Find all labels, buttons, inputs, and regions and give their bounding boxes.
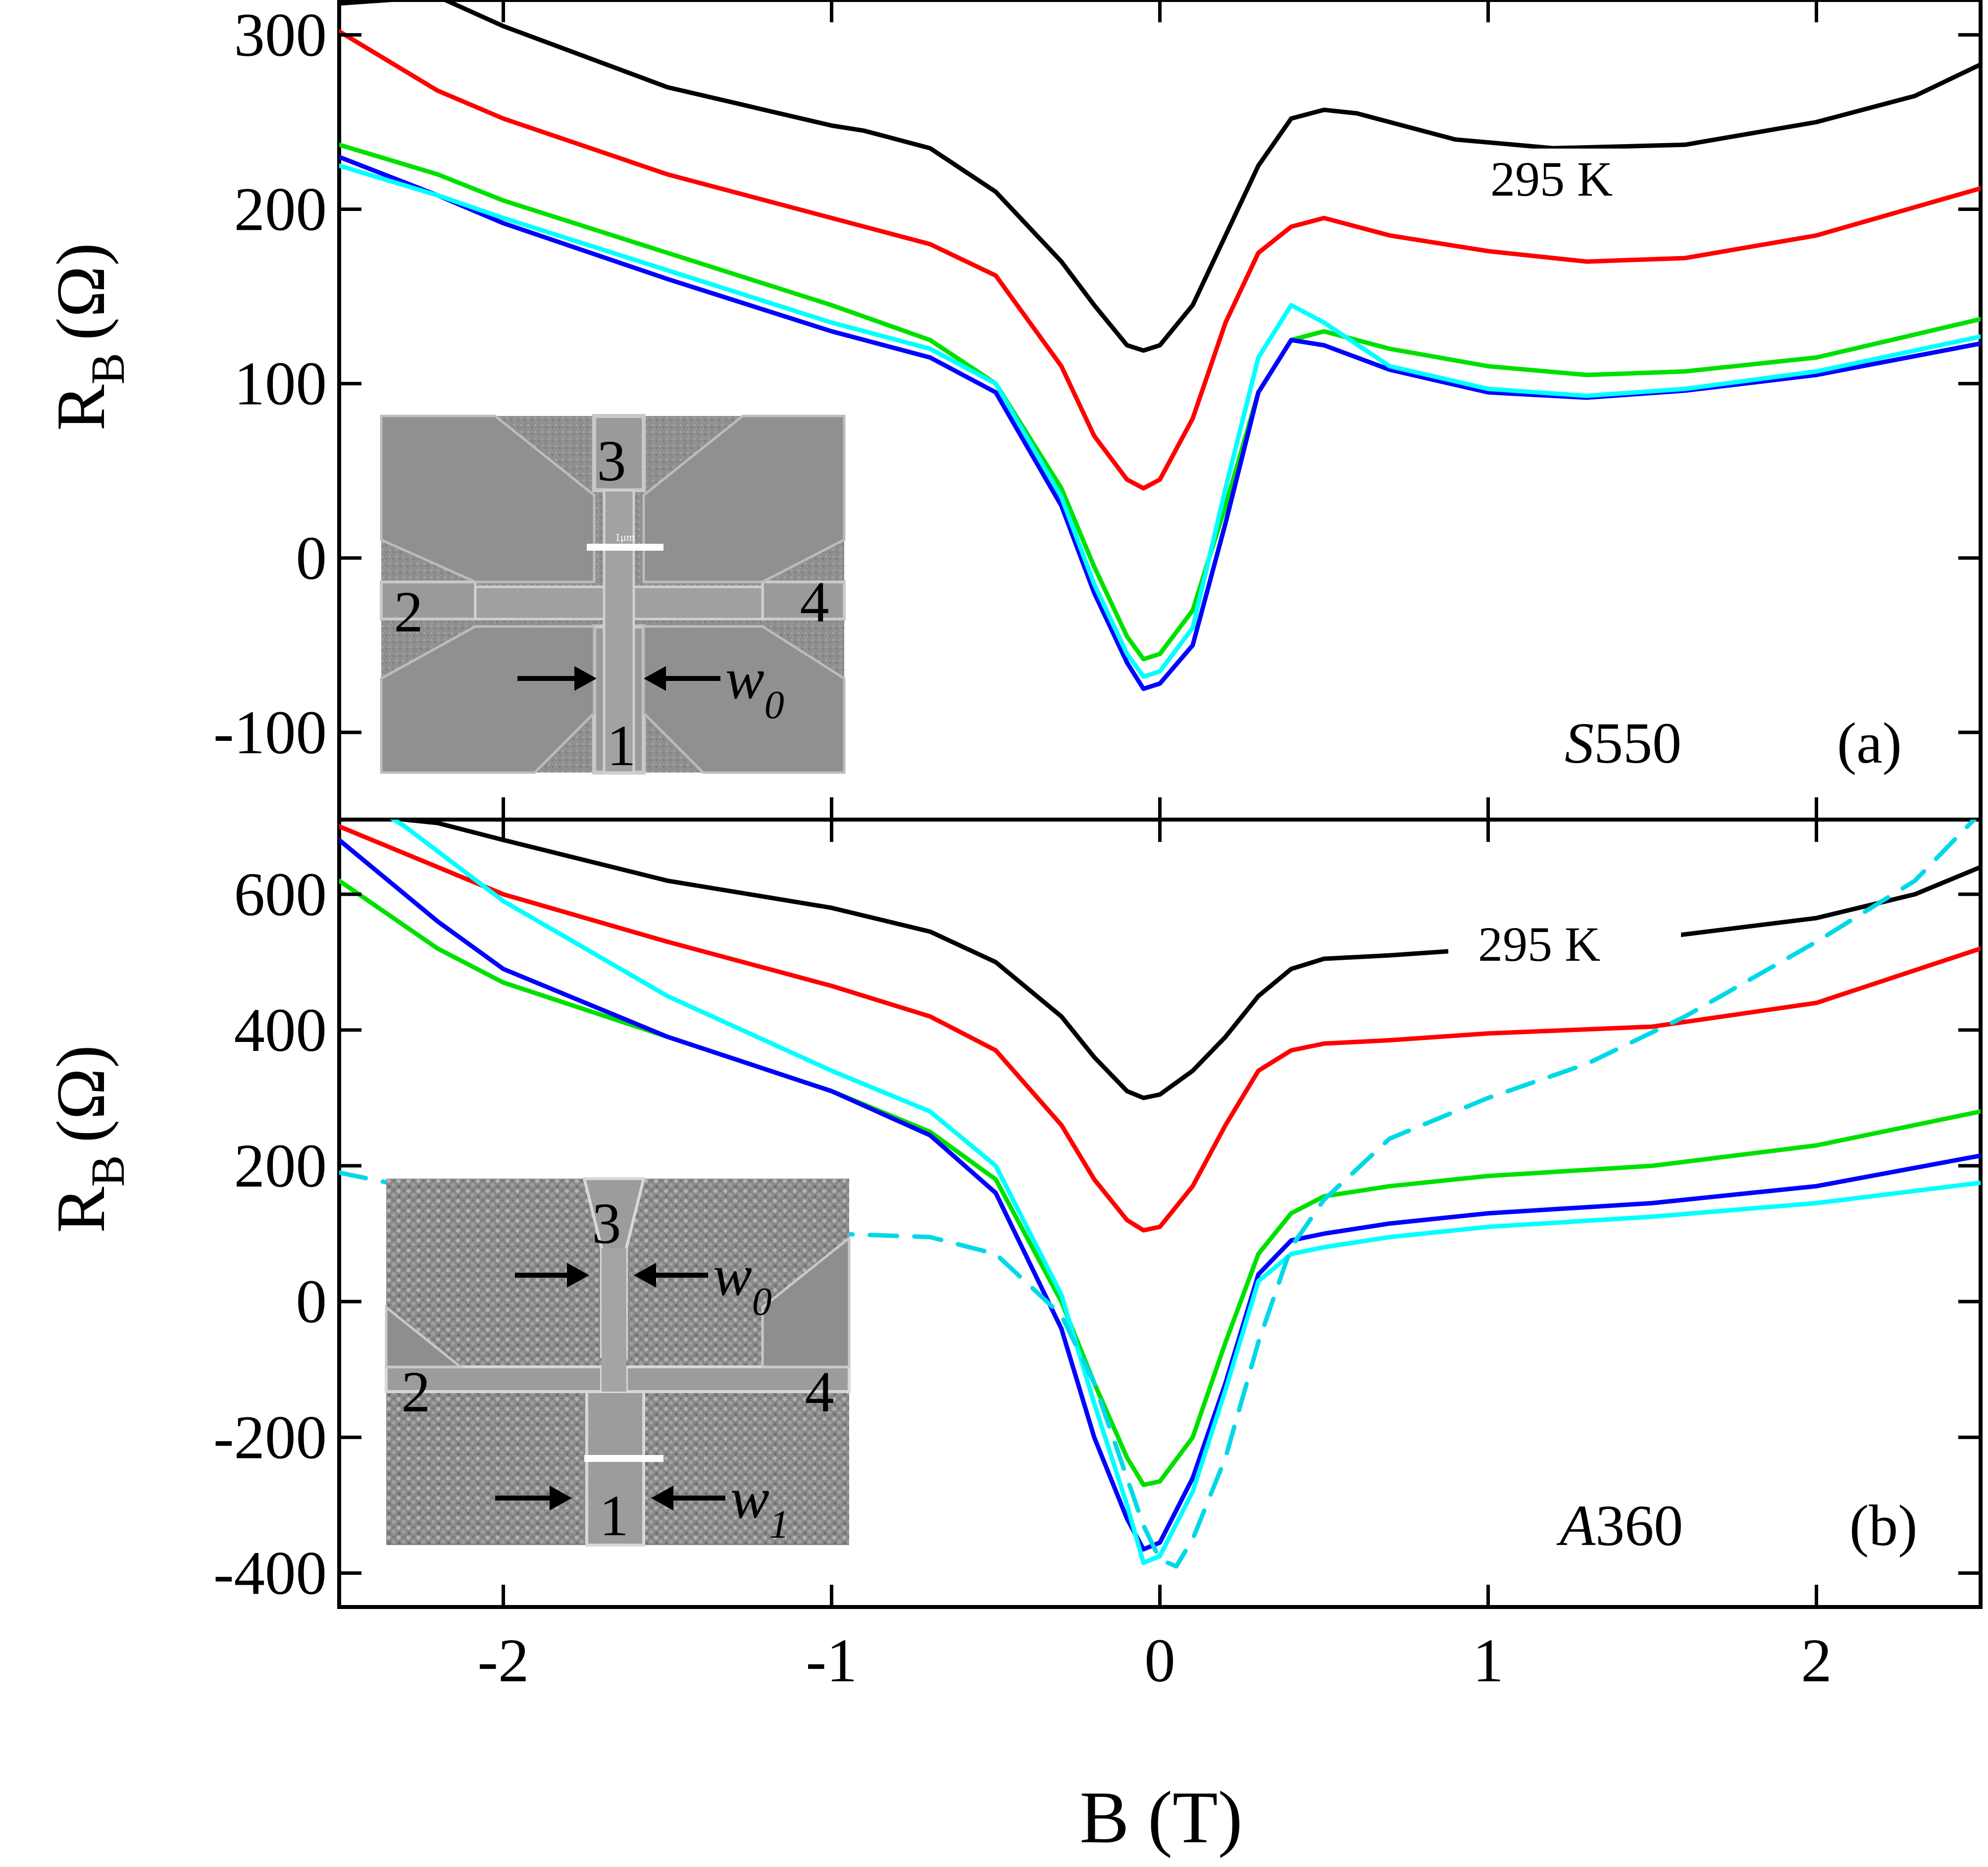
panel-a-series-295-k [339, 0, 1981, 353]
inset-b-label-3: 3 [592, 1191, 621, 1256]
panel-a-y-ticks: 300 200 100 0 -100 [213, 1, 1981, 767]
panel-a-ytick-label: 200 [234, 176, 327, 244]
x-tick-label: -2 [477, 1627, 529, 1695]
inset-a-width-label: w0 [725, 646, 784, 727]
panel-a-y-label: RB(Ω) [43, 243, 134, 431]
panel-a-annotation-bg [1456, 149, 1679, 210]
panel-a-series-cyan [339, 163, 1981, 679]
x-axis-title: B (T) [1079, 1776, 1242, 1859]
inset-b-label-2: 2 [402, 1359, 431, 1424]
inset-a-label-3: 3 [597, 428, 626, 493]
panel-a-x-ticks [502, 0, 1818, 820]
panel-b-annotation: 295 K [1478, 917, 1600, 972]
inset-b-w1-arrow-right-icon [651, 1486, 725, 1510]
inset-a-label-1: 1 [607, 713, 636, 778]
panel-b-series-cyan [389, 820, 1981, 1565]
panel-a-sample-label: S550 [1565, 711, 1682, 776]
panel-a-annotation: 295 K [1490, 152, 1613, 207]
inset-b-w1-arrow-left-icon [495, 1486, 572, 1510]
inset-a-label-4: 4 [800, 570, 829, 634]
x-tick-label: 1 [1473, 1627, 1504, 1695]
inset-a-scale-text: 1μm [615, 531, 635, 543]
panel-a-ytick-label: 0 [296, 524, 327, 593]
panel-a-ytick-label: -100 [213, 699, 327, 767]
panel-a-series-green [339, 142, 1981, 662]
panel-a-ytick-label: 100 [234, 350, 327, 418]
inset-a-cross [380, 414, 846, 775]
panel-b-ytick-label: -400 [213, 1539, 327, 1608]
panel-b-ytick-label: 400 [234, 996, 327, 1065]
inset-b-cross [385, 1177, 851, 1547]
inset-a-arrow-right-icon [644, 666, 720, 691]
panel-b-ytick-label: 0 [296, 1268, 327, 1336]
panel-b-panel-label: (b) [1849, 1493, 1918, 1558]
x-tick-label: 2 [1801, 1627, 1832, 1695]
panel-b-series [339, 820, 1981, 1569]
inset-b: 3 2 4 1 w0 w1 [385, 1177, 851, 1548]
inset-b-w0-arrow-left-icon [515, 1263, 589, 1288]
panel-b-sample-label: A360 [1556, 1493, 1683, 1558]
panel-b-y-ticks: 600 400 200 0 -200 -400 [213, 861, 1981, 1608]
panel-b-annotation-bg [1448, 914, 1681, 976]
inset-b-label-4: 4 [805, 1359, 834, 1424]
panel-b: 600 400 200 0 -200 -400 -2 -1 0 1 2 RB(Ω) 295 K A… [43, 818, 1983, 1859]
x-tick-label: -1 [806, 1627, 857, 1695]
panel-b-series-red [339, 824, 1981, 1233]
panel-b-ytick-label: 600 [234, 861, 327, 929]
inset-a-arrow-left-icon [517, 666, 597, 691]
inset-a-label-2: 2 [394, 579, 423, 644]
inset-a: 1μm 3 2 4 1 w0 [380, 414, 846, 778]
inset-b-w1-label: w1 [730, 1466, 789, 1547]
panel-a-ytick-label: 300 [234, 1, 327, 69]
panel-b-series-295-k [383, 820, 1981, 1100]
panel-a-series [339, 0, 1981, 691]
panel-b-y-label: RB(Ω) [43, 1045, 134, 1233]
panel-b-x-ticks: -2 -1 0 1 2 [477, 820, 1832, 1695]
panel-a-series-blue [339, 155, 1981, 691]
panel-b-ytick-label: -200 [213, 1403, 327, 1472]
inset-b-w0-label: w0 [713, 1243, 772, 1324]
inset-b-label-1: 1 [600, 1483, 629, 1548]
panel-a: 300 200 100 0 -100 RB(Ω) 295 K S550 (a) [43, 0, 1983, 822]
inset-b-w0-arrow-right-icon [634, 1263, 708, 1288]
panel-a-panel-label: (a) [1837, 711, 1902, 776]
x-tick-label: 0 [1144, 1627, 1175, 1695]
panel-a-series-red [339, 29, 1981, 491]
panel-b-ytick-label: 200 [234, 1132, 327, 1200]
